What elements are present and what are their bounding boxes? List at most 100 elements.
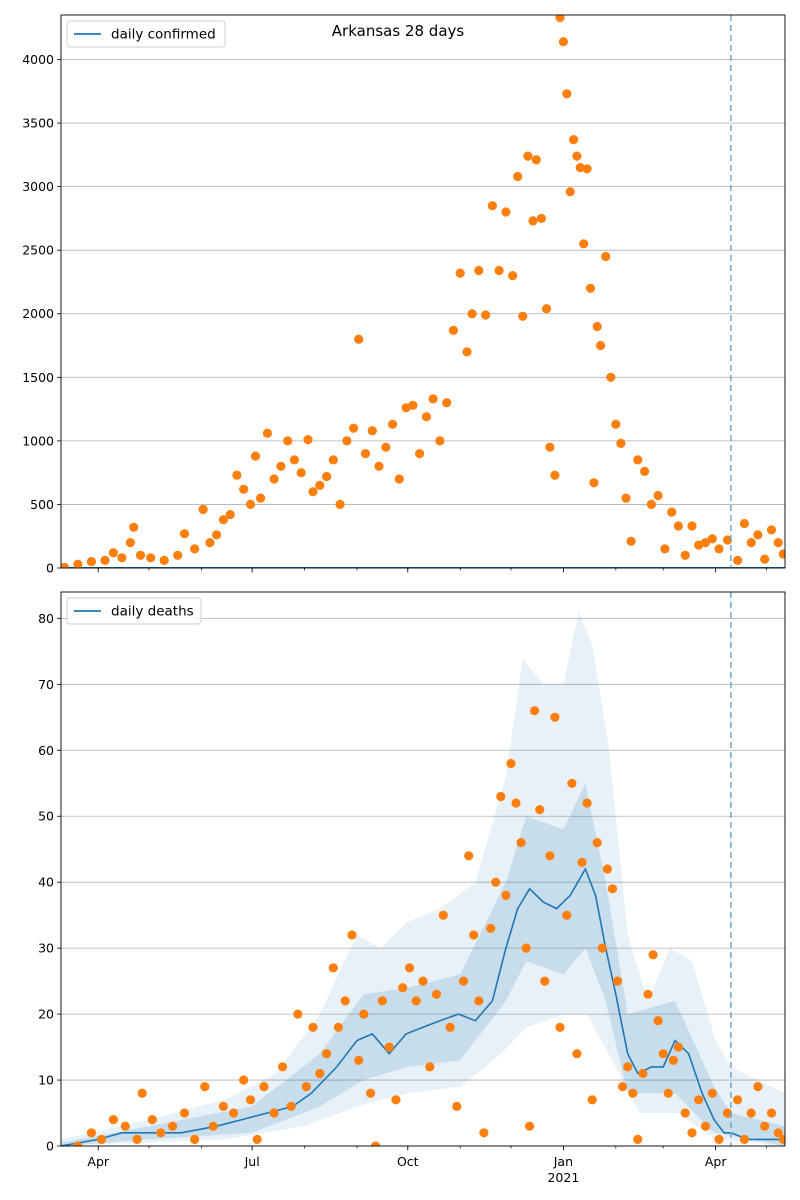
data-point [646, 499, 657, 509]
data-point [481, 310, 491, 320]
data-point [190, 544, 200, 554]
legend-box [66, 20, 226, 48]
y-tick-label: 500 [30, 497, 54, 512]
data-point [618, 1082, 628, 1092]
data-point [218, 1101, 228, 1111]
data-point [359, 1009, 369, 1019]
data-point [486, 923, 496, 934]
data-point [308, 487, 318, 497]
data-point [575, 163, 585, 173]
data-point [435, 436, 445, 446]
data-point [606, 372, 616, 382]
data-point [663, 1088, 673, 1098]
data-point [638, 1068, 648, 1079]
data-point [596, 340, 606, 351]
data-point [322, 1049, 332, 1059]
data-point [545, 851, 555, 861]
data-point [308, 1022, 318, 1032]
data-point [315, 1068, 325, 1079]
data-point [391, 1095, 401, 1105]
data-point [616, 438, 626, 448]
data-point [516, 838, 526, 848]
data-point [286, 1101, 296, 1111]
data-point [289, 455, 299, 465]
data-point [245, 1095, 256, 1105]
data-point [607, 884, 618, 894]
data-point [643, 989, 653, 999]
chart-title: Arkansas 28 days [332, 22, 465, 40]
x-tick-label: Jul [244, 1154, 260, 1169]
y-tick-label: 3500 [22, 116, 54, 131]
data-point [572, 151, 582, 161]
data-point [778, 549, 785, 559]
data-point [198, 504, 208, 515]
legend-label: daily deaths [111, 604, 194, 620]
y-tick-label: 1500 [22, 370, 54, 385]
data-point [589, 478, 599, 488]
inner-uncertainty-band [61, 783, 785, 1146]
data-point [525, 1121, 535, 1131]
data-point [592, 838, 602, 848]
data-point [97, 1134, 107, 1144]
data-point [250, 451, 261, 461]
data-point [535, 805, 545, 815]
data-point [328, 963, 338, 973]
data-point [582, 164, 592, 174]
data-point [501, 890, 511, 901]
data-point [156, 1128, 166, 1138]
data-point [660, 544, 670, 554]
data-point [700, 538, 711, 548]
data-point [333, 1022, 343, 1032]
data-point [262, 428, 272, 438]
data-point [687, 521, 697, 531]
data-point [232, 470, 242, 480]
data-point [707, 534, 717, 544]
data-point [673, 1042, 684, 1052]
data-point [428, 394, 438, 404]
data-point [648, 950, 658, 960]
data-point [212, 530, 222, 540]
data-point [408, 400, 418, 410]
data-point [411, 996, 421, 1006]
data-point [587, 1095, 597, 1105]
data-point [569, 135, 579, 145]
data-point [448, 325, 458, 335]
data-point [508, 271, 518, 281]
data-point [592, 321, 602, 332]
y-tick-label: 3000 [22, 179, 54, 194]
data-point [474, 996, 484, 1006]
data-point [360, 449, 371, 459]
data-point [303, 435, 313, 445]
data-point [173, 550, 183, 560]
data-point [125, 538, 135, 548]
data-point [555, 1022, 565, 1032]
data-point [753, 1082, 763, 1092]
data-point [633, 1134, 643, 1144]
data-point [521, 943, 531, 953]
data-point [602, 864, 613, 874]
data-point [464, 851, 474, 861]
data-point [550, 712, 560, 722]
data-point [572, 1049, 582, 1059]
y-tick-label: 0 [46, 561, 54, 576]
data-point [179, 529, 190, 539]
data-point [722, 1108, 733, 1118]
y-tick-label: 4000 [22, 52, 54, 67]
data-point [579, 239, 589, 249]
data-point [459, 976, 469, 986]
data-point [562, 910, 572, 920]
data-point [442, 398, 452, 408]
data-point [680, 1108, 690, 1118]
data-point [73, 1141, 83, 1146]
data-point [218, 515, 228, 525]
outer-uncertainty-band [61, 611, 785, 1146]
data-point [129, 522, 139, 532]
data-point [296, 468, 306, 478]
legend-label: daily confirmed [111, 27, 216, 43]
data-point [340, 996, 350, 1006]
data-point [626, 536, 636, 546]
data-point [381, 442, 391, 452]
data-point [513, 171, 523, 182]
data-point [371, 1141, 381, 1146]
data-point [276, 461, 286, 471]
